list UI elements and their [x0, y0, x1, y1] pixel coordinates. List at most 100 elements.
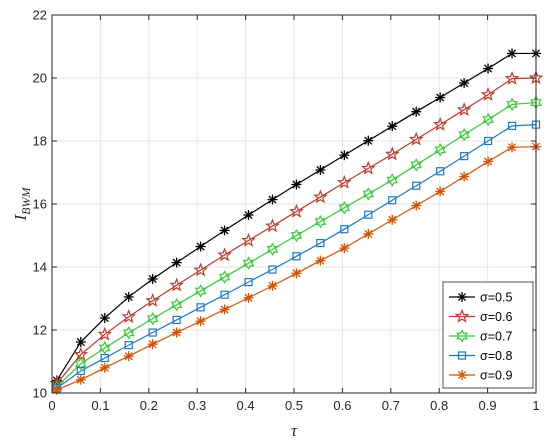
x-tick-label: 0.6 [333, 398, 351, 413]
data-point [384, 146, 400, 161]
data-point [454, 308, 470, 323]
x-tick-label: 0.9 [479, 398, 497, 413]
data-point [169, 277, 184, 292]
data-point [460, 152, 469, 161]
data-point [290, 228, 303, 243]
legend: σ=0.5 σ=0.6 σ=0.7 σ=0.8 σ=0.9 [442, 281, 534, 389]
data-point [483, 136, 493, 146]
data-point [507, 142, 518, 153]
data-point [314, 214, 327, 229]
legend-entries: σ=0.5 σ=0.6 σ=0.7 σ=0.8 σ=0.9 [449, 291, 512, 383]
data-point [171, 327, 182, 338]
data-point [411, 106, 422, 117]
legend-entry: σ=0.7 [449, 329, 512, 344]
data-point [456, 329, 468, 343]
data-point [436, 167, 445, 176]
x-axis-title: τ [291, 421, 298, 440]
data-point [123, 351, 134, 362]
data-point [146, 311, 159, 326]
legend-label: σ=0.7 [480, 330, 512, 344]
y-tick-label: 10 [33, 386, 47, 401]
x-tick-label: 0.8 [430, 398, 448, 413]
data-point [170, 298, 183, 312]
data-point [387, 121, 398, 132]
data-point [482, 112, 494, 127]
data-point [123, 291, 134, 302]
x-tick-label: 1 [532, 398, 539, 413]
data-point [193, 262, 208, 277]
legend-label: σ=0.8 [480, 349, 512, 363]
data-point [194, 284, 207, 298]
data-point [457, 370, 467, 380]
data-point [265, 218, 280, 233]
data-point [97, 326, 113, 341]
data-point [145, 293, 160, 307]
data-point [362, 187, 375, 201]
data-point [148, 328, 157, 337]
data-point [410, 158, 422, 172]
data-point [364, 210, 373, 219]
data-point [242, 256, 255, 270]
x-tick-label: 0.2 [140, 398, 158, 413]
series-line [56, 77, 537, 384]
data-point [459, 171, 470, 182]
y-tick-label: 22 [33, 8, 47, 23]
legend-entry: σ=0.6 [449, 308, 512, 324]
x-tick-label: 0 [48, 398, 55, 413]
y-tick-label: 12 [33, 323, 47, 338]
data-point [387, 214, 398, 225]
y-axis-title-group: IBWM [11, 187, 33, 222]
data-point [195, 316, 206, 327]
data-point [483, 63, 494, 74]
x-tick-label: 0.1 [91, 398, 109, 413]
data-point [75, 374, 86, 385]
data-point [291, 179, 302, 190]
data-point [75, 336, 86, 347]
data-point [411, 200, 422, 211]
data-point [147, 273, 158, 284]
data-point [99, 362, 110, 373]
legend-label: σ=0.5 [480, 291, 512, 305]
data-point [340, 225, 349, 234]
data-point [195, 241, 206, 252]
data-point [361, 160, 376, 175]
legend-entry: σ=0.9 [449, 369, 512, 383]
data-point [480, 87, 496, 101]
data-point [457, 292, 467, 302]
data-point [458, 128, 470, 142]
data-point [434, 143, 446, 157]
data-point [408, 131, 424, 146]
data-point [363, 135, 374, 146]
data-point [363, 228, 374, 239]
data-point [315, 255, 326, 266]
svg-text:IBWM: IBWM [11, 187, 33, 222]
data-point [99, 313, 110, 324]
series-line [56, 124, 537, 389]
data-point [507, 48, 518, 59]
data-point [483, 156, 494, 167]
data-point [244, 278, 253, 287]
legend-entry: σ=0.8 [449, 349, 512, 363]
data-point [75, 357, 87, 371]
data-point [316, 238, 325, 248]
data-point [338, 201, 351, 215]
data-point [171, 257, 182, 268]
data-point [313, 189, 328, 204]
data-point [243, 292, 254, 303]
data-point [219, 225, 230, 236]
data-point [291, 268, 302, 279]
data-point [241, 232, 256, 247]
x-tick-label: 0.3 [188, 398, 206, 413]
series-4 [52, 120, 541, 393]
data-point [388, 196, 397, 205]
data-point [100, 353, 109, 363]
data-point [507, 121, 517, 130]
data-point [292, 252, 301, 261]
y-tick-label: 20 [33, 71, 47, 86]
data-point [504, 70, 520, 85]
series-line [56, 101, 537, 388]
data-point [267, 280, 278, 291]
data-point [506, 97, 518, 112]
data-point [337, 174, 352, 189]
